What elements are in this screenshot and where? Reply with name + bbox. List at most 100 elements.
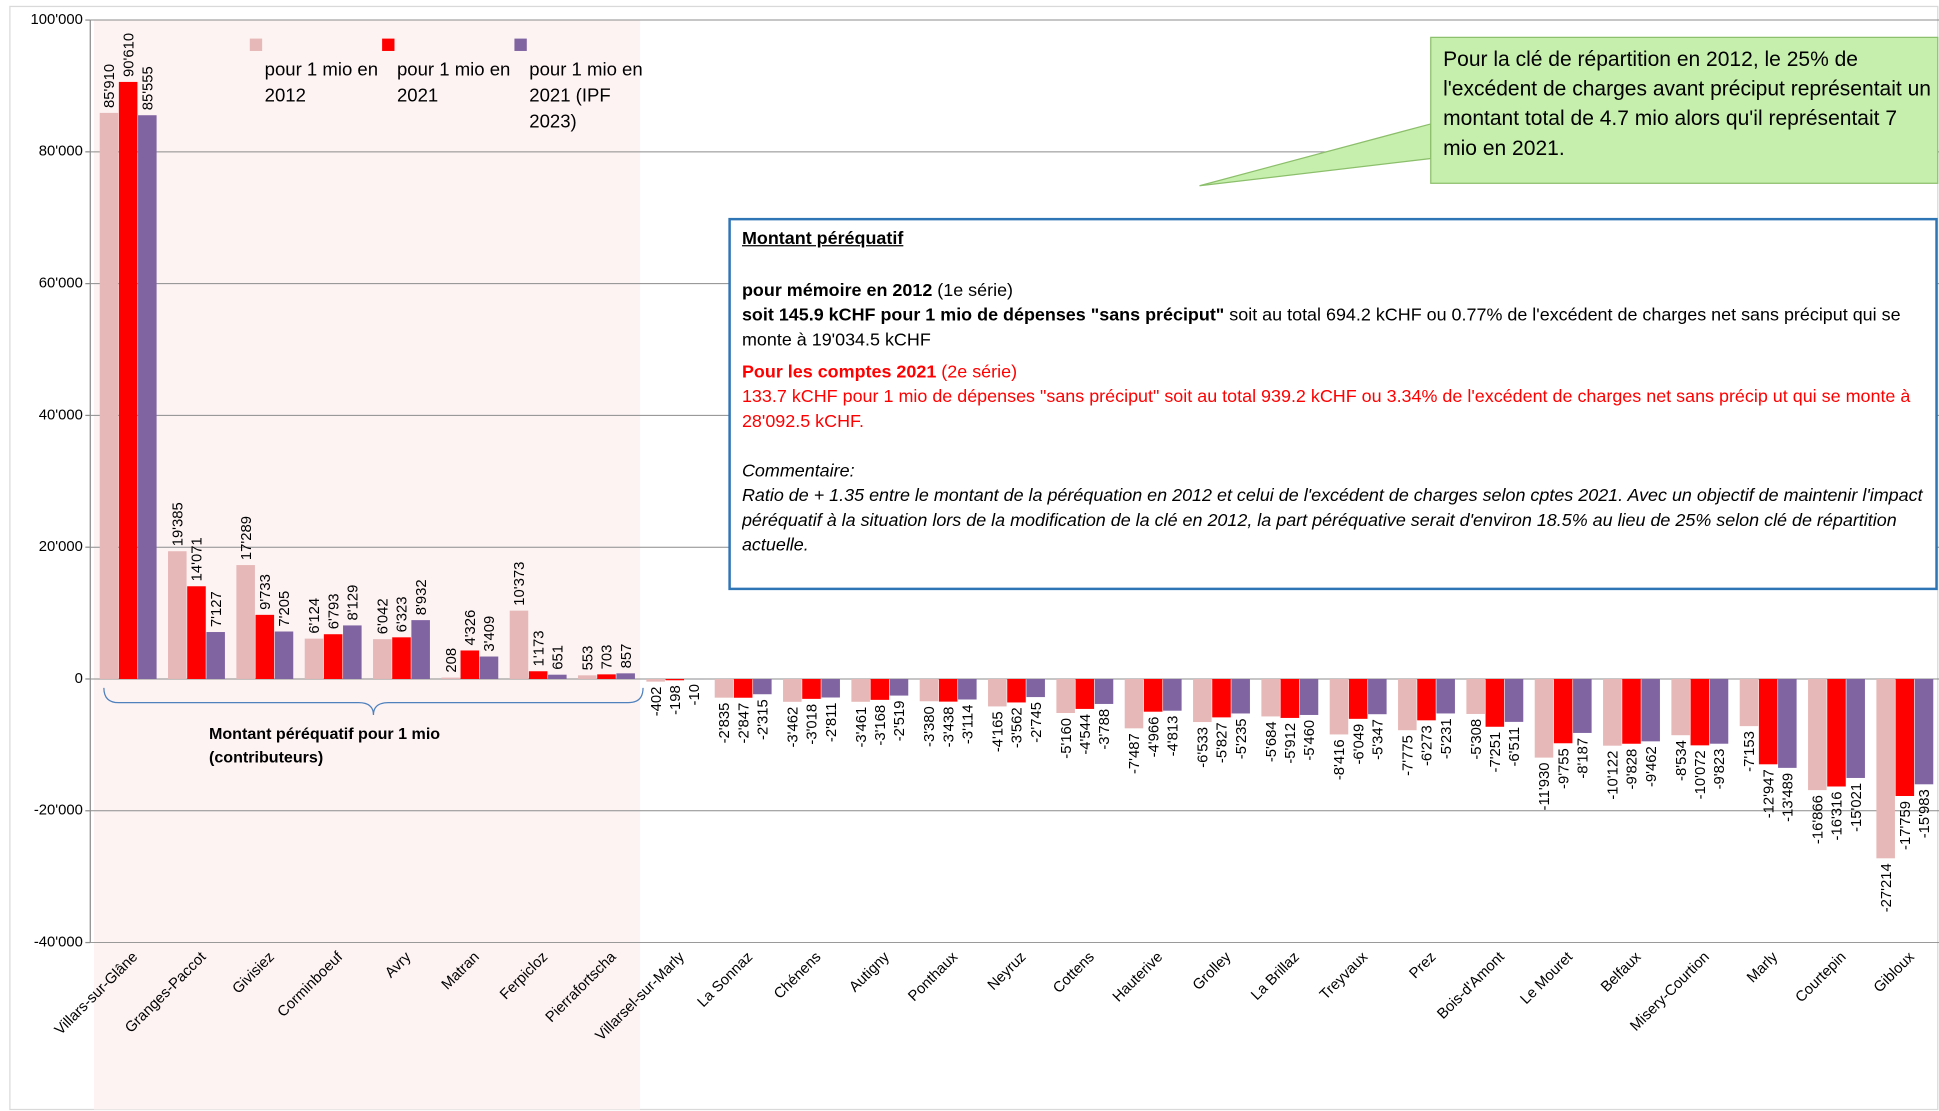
legend-text: pour 1 mio en 2012 (264, 59, 379, 107)
value-label: -4'813 (1165, 716, 1181, 757)
bar (1690, 678, 1710, 746)
value-label: -402 (649, 687, 665, 717)
value-label: -3'438 (941, 707, 957, 748)
y-tick-label: -20'000 (34, 803, 83, 819)
value-label: -9'828 (1625, 749, 1641, 790)
contributors-brace (103, 687, 644, 716)
value-label: -10'122 (1605, 751, 1621, 800)
value-label: -17'759 (1898, 801, 1914, 850)
bar (938, 678, 958, 702)
legend-entry: pour 1 mio en 2021 (397, 60, 510, 107)
value-label: -2'847 (736, 703, 752, 744)
value-label: -10 (687, 684, 703, 705)
bar (1368, 678, 1387, 715)
memo-line-rest: soit au total 694.2 kCHF ou 0.77% de l'e… (741, 305, 1901, 351)
y-tick-label: 60'000 (39, 276, 83, 292)
value-label: 6'323 (395, 597, 411, 633)
bar (138, 115, 157, 679)
bar (1231, 678, 1250, 714)
bar (753, 678, 772, 695)
value-label: 85'555 (140, 66, 156, 110)
accounts-bold: Pour les comptes 2021 (741, 362, 937, 383)
x-tick-label: Ponthaux (906, 949, 962, 1005)
value-label: -5'231 (1439, 718, 1455, 759)
value-label: 553 (580, 646, 596, 671)
value-label: 651 (550, 645, 566, 670)
bar (1876, 678, 1895, 859)
value-label: -5'827 (1215, 722, 1231, 763)
bar (528, 671, 548, 679)
value-label: 10'373 (512, 562, 528, 606)
bar (1485, 678, 1505, 727)
bar (274, 631, 294, 679)
value-label: -2'315 (755, 699, 771, 740)
value-label: -16'316 (1830, 791, 1846, 840)
legend-swatch (382, 38, 395, 51)
bar (889, 678, 909, 696)
memo-rest: (1e série) (932, 280, 1014, 301)
bar (187, 586, 206, 679)
bar (1573, 678, 1592, 733)
x-tick-label: Autigny (847, 949, 894, 996)
bar (1778, 678, 1797, 768)
x-tick-label: Prez (1407, 949, 1440, 982)
info-box-content: Montant péréquatif pour mémoire en 2012 … (742, 227, 1929, 558)
bar (1348, 678, 1368, 719)
bar (1094, 678, 1114, 704)
value-label: -16'866 (1810, 795, 1826, 844)
info-text: Montant péréquatif pour mémoire en 2012 … (742, 227, 1929, 558)
bar (1280, 678, 1300, 718)
bar (1261, 678, 1280, 717)
bar (646, 678, 665, 682)
value-label: -9'755 (1556, 748, 1572, 789)
bar (479, 656, 499, 679)
value-label: 19'385 (170, 502, 186, 546)
bar (1622, 678, 1641, 744)
x-tick-label: Le Mouret (1518, 949, 1577, 1008)
bar (821, 678, 840, 698)
value-label: -9'462 (1644, 746, 1660, 787)
x-tick-label: Courtepin (1793, 949, 1850, 1006)
x-tick-label: Grolley (1190, 949, 1235, 994)
x-tick-label: Chénens (771, 949, 824, 1002)
value-label: -11'930 (1537, 763, 1553, 811)
comment: Ratio de + 1.35 entre le montant de la p… (741, 486, 1923, 556)
bar (1026, 678, 1045, 698)
bar (1124, 678, 1144, 729)
value-label: -8'187 (1575, 738, 1591, 779)
value-label: -7'775 (1400, 735, 1416, 776)
value-label: -6'049 (1351, 724, 1367, 765)
value-label: 9'733 (258, 574, 274, 610)
bar (1163, 678, 1182, 711)
bar (578, 675, 597, 679)
bar (1914, 678, 1934, 785)
value-label: -3'788 (1097, 709, 1113, 750)
x-tick-label: Treyvaux (1317, 949, 1371, 1003)
bar (1709, 678, 1729, 744)
value-label: -8'416 (1332, 739, 1348, 780)
bar (1671, 678, 1690, 736)
bar (1534, 678, 1554, 758)
bar (1212, 678, 1231, 718)
value-label: 208 (444, 648, 460, 673)
value-label: -5'912 (1283, 723, 1299, 764)
bar (919, 678, 939, 702)
bar (1299, 678, 1319, 715)
y-tick-label: 0 (75, 671, 83, 687)
bar (1007, 678, 1026, 703)
callout-pointer (1199, 123, 1432, 187)
value-label: -3'168 (873, 705, 889, 746)
callout-box (1430, 36, 1939, 184)
value-label: 14'071 (190, 537, 206, 581)
x-tick-label: Bois-d'Amont (1435, 949, 1509, 1023)
x-tick-label: Gibloux (1871, 949, 1918, 996)
value-label: -15'983 (1917, 789, 1933, 838)
accounts-line: 133.7 kCHF pour 1 mio de dépenses "sans … (741, 387, 1911, 432)
bar (373, 639, 392, 679)
bar (1504, 678, 1524, 722)
comment-title: Commentaire: (741, 461, 855, 482)
bar (460, 650, 480, 679)
bar (343, 625, 362, 679)
bar (1846, 678, 1865, 778)
bar (783, 678, 802, 702)
